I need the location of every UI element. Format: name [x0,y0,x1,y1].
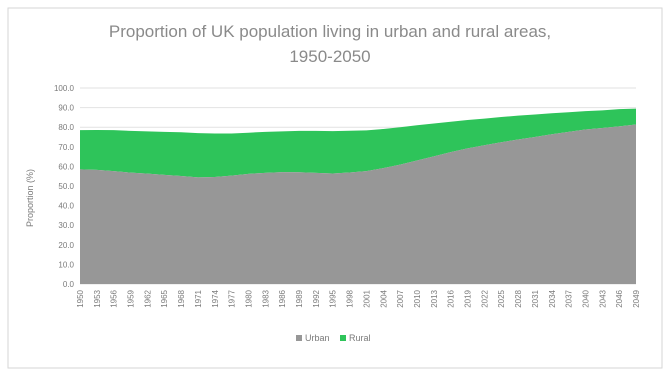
x-tick-label: 2022 [480,289,489,307]
y-axis-label: Proportion (%) [25,169,35,227]
x-tick-label: 2001 [362,289,371,307]
x-tick-label: 1953 [93,289,102,307]
x-tick-label: 1992 [312,289,321,307]
x-tick-label: 1974 [211,289,220,307]
x-tick-label: 1983 [261,289,270,307]
y-tick-label: 90.0 [58,104,74,113]
chart-title-line-2: 1950-2050 [289,47,370,66]
y-tick-label: 30.0 [58,221,74,230]
x-tick-label: 2013 [430,289,439,307]
legend-swatch-rural [340,335,346,341]
plot-areas [80,108,636,285]
x-tick-label: 2007 [396,289,405,307]
x-tick-label: 1968 [177,289,186,307]
x-tick-label: 1962 [143,289,152,307]
chart-title-line-1: Proportion of UK population living in ur… [109,22,551,41]
y-tick-label: 10.0 [58,260,74,269]
x-tick-label: 2034 [548,289,557,307]
x-tick-label: 1971 [194,289,203,307]
x-tick-label: 1959 [127,289,136,307]
x-tick-label: 2004 [379,289,388,307]
x-tick-label: 2031 [531,289,540,307]
x-tick-label: 1977 [228,289,237,307]
x-tick-label: 1998 [346,289,355,307]
x-tick-label: 1965 [160,289,169,307]
x-tick-label: 2043 [598,289,607,307]
legend-swatch-urban [296,335,302,341]
legend-label-urban: Urban [305,333,330,343]
y-tick-label: 20.0 [58,241,74,250]
x-tick-label: 2037 [565,289,574,307]
x-tick-label: 1989 [295,289,304,307]
y-tick-label: 50.0 [58,182,74,191]
x-tick-label: 2016 [447,289,456,307]
y-tick-label: 0.0 [63,280,75,289]
x-tick-label: 1950 [76,289,85,307]
x-tick-label: 1956 [110,289,119,307]
y-tick-labels: 0.0 10.0 20.0 30.0 40.0 50.0 60.0 70.0 80.0 90.0 1… [54,84,75,289]
x-tick-label: 2010 [413,289,422,307]
series-area-rural [80,108,636,178]
y-tick-label: 40.0 [58,202,74,211]
series-area-urban [80,124,636,285]
x-tick-label: 1995 [329,289,338,307]
x-tick-label: 2019 [464,289,473,307]
legend: Urban Rural [296,333,371,343]
x-tick-labels: 1950 1953 1956 1959 1962 1965 1968 1971 1974 1977… [76,289,641,307]
x-tick-label: 1980 [244,289,253,307]
y-tick-label: 60.0 [58,162,74,171]
x-tick-label: 2040 [581,289,590,307]
y-tick-label: 70.0 [58,143,74,152]
x-tick-label: 2025 [497,289,506,307]
x-tick-label: 1986 [278,289,287,307]
x-tick-label: 2046 [615,289,624,307]
legend-label-rural: Rural [349,333,371,343]
y-tick-label: 100.0 [54,84,75,93]
y-tick-label: 80.0 [58,123,74,132]
x-tick-label: 2049 [632,289,641,307]
x-tick-label: 2028 [514,289,523,307]
